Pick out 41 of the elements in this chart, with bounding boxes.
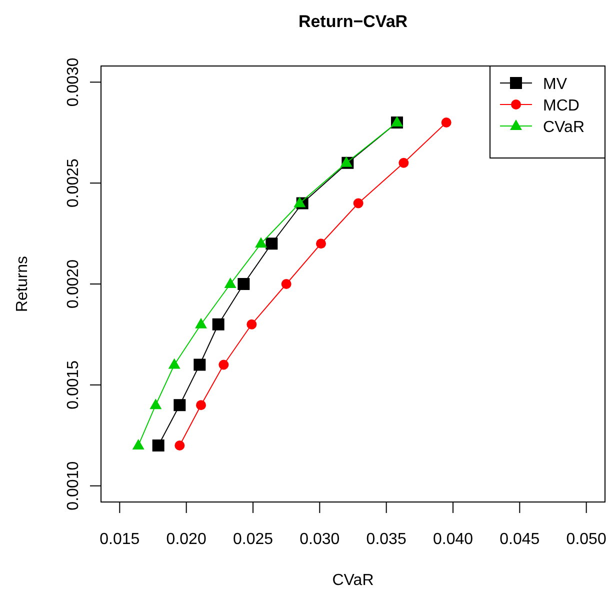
point bbox=[238, 278, 250, 290]
y-tick-label: 0.0020 bbox=[65, 259, 82, 308]
x-tick-label: 0.040 bbox=[432, 531, 474, 548]
x-tick-label: 0.030 bbox=[300, 531, 340, 548]
point bbox=[246, 319, 257, 330]
point bbox=[353, 198, 364, 208]
point bbox=[441, 118, 452, 128]
point bbox=[152, 439, 164, 452]
point bbox=[132, 438, 144, 450]
x-tick-label: 0.015 bbox=[100, 531, 140, 548]
y-tick-label: 0.0030 bbox=[65, 58, 82, 107]
y-tick-label: 0.0010 bbox=[65, 461, 82, 510]
point bbox=[194, 358, 206, 371]
point bbox=[195, 318, 207, 328]
x-tick-label: 0.020 bbox=[166, 531, 206, 548]
point bbox=[281, 279, 292, 289]
legend-label: MV bbox=[543, 76, 568, 93]
point bbox=[294, 196, 306, 208]
point bbox=[168, 358, 180, 369]
point bbox=[316, 238, 326, 249]
point bbox=[398, 158, 409, 168]
point bbox=[174, 440, 185, 450]
x-tick-label: 0.025 bbox=[232, 531, 274, 548]
y-tick-label: 0.0015 bbox=[65, 360, 82, 410]
point bbox=[266, 238, 278, 250]
x-tick-label: 0.035 bbox=[366, 531, 406, 548]
point bbox=[218, 360, 229, 370]
x-tick-label: 0.045 bbox=[500, 531, 540, 548]
chart-title: Return−CVaR bbox=[298, 12, 408, 31]
legend-label: MCD bbox=[543, 98, 580, 114]
point bbox=[196, 400, 206, 410]
x-axis-title: CVaR bbox=[332, 572, 374, 589]
point bbox=[212, 318, 224, 330]
point bbox=[224, 278, 236, 288]
point bbox=[150, 398, 162, 410]
y-tick-label: 0.0025 bbox=[65, 158, 82, 208]
x-tick-label: 0.050 bbox=[566, 531, 606, 548]
y-axis-title: Returns bbox=[14, 256, 31, 312]
point bbox=[255, 237, 267, 248]
point bbox=[174, 399, 186, 412]
legend-label: CVaR bbox=[543, 119, 584, 136]
